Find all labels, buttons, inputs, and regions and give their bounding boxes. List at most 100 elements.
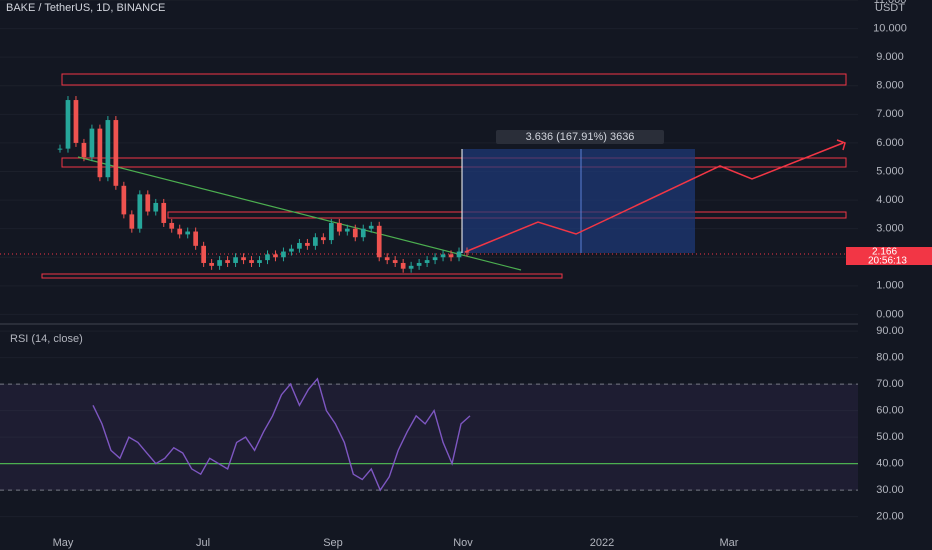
candle bbox=[169, 222, 175, 229]
candle bbox=[81, 142, 87, 158]
measure-label-bg bbox=[496, 130, 664, 144]
rsi-title: RSI (14, close) bbox=[10, 333, 83, 345]
trendline bbox=[77, 156, 522, 271]
projection-arrow bbox=[836, 139, 846, 151]
grid bbox=[0, 0, 858, 517]
candle bbox=[193, 231, 199, 246]
last-price: 2.166 bbox=[872, 247, 897, 258]
price-tick-label: 8.000 bbox=[876, 80, 904, 92]
candle bbox=[464, 251, 470, 253]
time-label: May bbox=[53, 537, 74, 549]
candle bbox=[249, 260, 254, 263]
price-tick-label: 6.000 bbox=[876, 137, 904, 149]
rsi-tick-label: 60.00 bbox=[876, 405, 904, 417]
candle bbox=[432, 257, 438, 261]
candle bbox=[456, 251, 462, 258]
candle bbox=[384, 257, 390, 261]
candle bbox=[336, 222, 342, 232]
candle bbox=[424, 260, 430, 263]
price-tick-label: 7.000 bbox=[876, 108, 904, 120]
rsi-tick-label: 90.00 bbox=[876, 325, 904, 337]
candle bbox=[352, 228, 358, 238]
rsi-pane bbox=[0, 377, 858, 492]
candle bbox=[289, 248, 294, 252]
price-tick-label: 1.000 bbox=[876, 280, 904, 292]
zone bbox=[61, 73, 847, 86]
rsi-tick-label: 80.00 bbox=[876, 352, 904, 364]
candle bbox=[448, 254, 454, 258]
candle bbox=[360, 228, 366, 238]
candle bbox=[265, 254, 270, 261]
candle bbox=[137, 194, 143, 229]
axis-labels: 11.000 10.000 9.000 8.000 7.000 6.000 5.000 4.0… bbox=[873, 0, 907, 523]
time-label: Mar bbox=[720, 537, 739, 549]
candle bbox=[217, 260, 222, 266]
candle bbox=[105, 120, 111, 178]
rsi-line bbox=[92, 377, 471, 492]
candle bbox=[89, 128, 95, 158]
candle bbox=[400, 262, 406, 269]
price-axis bbox=[858, 0, 932, 550]
time-label: Nov bbox=[453, 537, 473, 549]
price-tag bbox=[846, 247, 932, 265]
measure-box bbox=[462, 149, 695, 253]
candle bbox=[153, 202, 159, 212]
zone bbox=[61, 157, 847, 168]
candle bbox=[113, 120, 119, 186]
candle bbox=[297, 242, 302, 249]
candle bbox=[392, 260, 398, 263]
price-tick-label: 0.000 bbox=[876, 308, 904, 320]
zone bbox=[41, 273, 563, 279]
candle bbox=[161, 202, 167, 223]
candle bbox=[121, 185, 127, 215]
rsi-tick-label: 40.00 bbox=[876, 458, 904, 470]
candle bbox=[65, 100, 71, 149]
candle bbox=[321, 237, 326, 241]
candle bbox=[57, 148, 63, 150]
rsi-tick-label: 70.00 bbox=[876, 378, 904, 390]
time-label: 2022 bbox=[590, 537, 614, 549]
candle bbox=[257, 260, 262, 263]
candle bbox=[440, 254, 446, 258]
candle bbox=[273, 254, 278, 258]
price-tick-label: 10.000 bbox=[873, 22, 907, 34]
price-tick-label: 9.000 bbox=[876, 51, 904, 63]
candle bbox=[73, 100, 79, 143]
candle bbox=[328, 222, 334, 241]
countdown: 20:56:13 bbox=[868, 256, 907, 267]
time-label: Sep bbox=[323, 537, 343, 549]
candle bbox=[281, 251, 286, 258]
rsi-band bbox=[0, 384, 858, 491]
candle bbox=[313, 237, 318, 246]
rsi-tick-label: 20.00 bbox=[876, 511, 904, 523]
rsi-tick-label: 30.00 bbox=[876, 484, 904, 496]
time-label: Jul bbox=[196, 537, 210, 549]
candle bbox=[344, 228, 350, 232]
price-tick-label: 4.000 bbox=[876, 194, 904, 206]
candle bbox=[129, 214, 135, 229]
candle bbox=[376, 225, 382, 258]
candle bbox=[209, 262, 214, 266]
price-tick-label: 3.000 bbox=[876, 223, 904, 235]
candle bbox=[225, 260, 230, 263]
currency: USDT bbox=[875, 2, 905, 14]
candle bbox=[177, 228, 183, 235]
candle bbox=[368, 225, 374, 229]
rsi-tick-label: 50.00 bbox=[876, 431, 904, 443]
candle bbox=[185, 231, 191, 235]
price-tick-label: 11.000 bbox=[874, 0, 907, 6]
candle bbox=[233, 257, 238, 263]
candle bbox=[305, 242, 310, 246]
price-tick-label: 5.000 bbox=[876, 165, 904, 177]
candle bbox=[416, 262, 422, 266]
candle bbox=[201, 245, 206, 263]
candle bbox=[241, 257, 246, 261]
candles bbox=[57, 96, 470, 273]
symbol-title: BAKE / TetherUS, 1D, BINANCE bbox=[6, 2, 165, 14]
candle bbox=[97, 128, 103, 178]
measure-label: 3.636 (167.91%) 3636 bbox=[526, 131, 635, 143]
candle bbox=[408, 265, 414, 269]
candle bbox=[145, 194, 151, 212]
